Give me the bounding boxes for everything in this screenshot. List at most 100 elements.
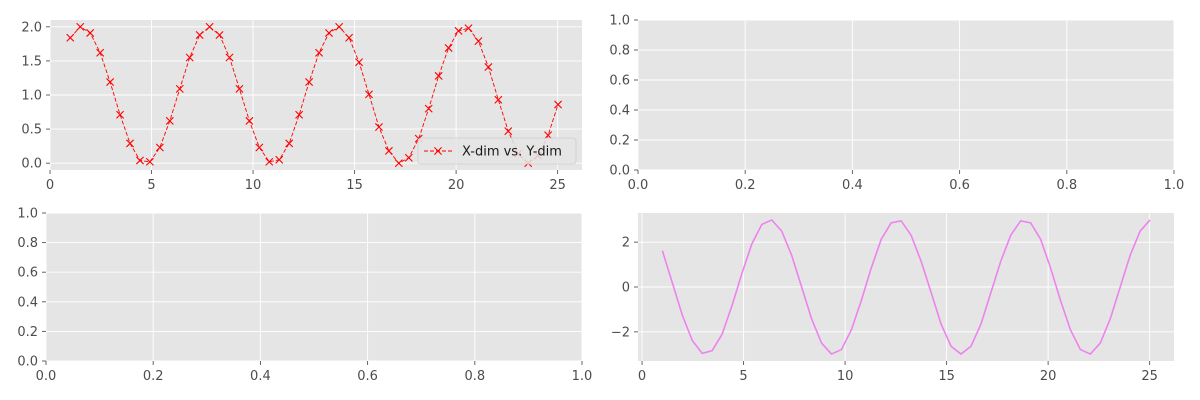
data-point-marker (315, 48, 324, 57)
x-tick-label: 0.4 (250, 369, 271, 384)
data-point-marker (116, 110, 125, 119)
series-1 (661, 218, 1151, 356)
data-point-marker (464, 24, 473, 33)
x-tick-label: 0 (46, 178, 54, 193)
data-point-marker (504, 127, 513, 136)
x-tick-label: 1.0 (1164, 178, 1185, 193)
data-point-marker (345, 33, 354, 42)
data-point-marker (384, 146, 393, 155)
plot-area (46, 213, 582, 361)
subplot-bottom-left: 0.0 0.2 0.4 0.6 0.8 1.0 0.0 0.2 0.4 0.6 0.8 1.0 (17, 207, 592, 385)
data-point-marker (76, 22, 85, 31)
data-point-marker (454, 26, 463, 35)
y-tick-label: 0.2 (17, 325, 38, 340)
subplot-top-right: 0.0 0.2 0.4 0.6 0.8 1.0 0.0 0.2 0.4 0.6 0.8 1.0 (609, 14, 1184, 194)
data-point-marker (255, 143, 264, 152)
data-point-marker (135, 156, 144, 165)
y-tick-label: 0.0 (17, 355, 38, 370)
x-tick-label: 0.6 (949, 178, 970, 193)
legend-box (417, 137, 577, 165)
data-point-marker (295, 110, 304, 119)
data-point-marker (66, 33, 75, 42)
data-point-marker (434, 71, 443, 80)
x-tick-label: 15 (346, 178, 363, 193)
data-point-marker (215, 31, 224, 39)
data-point-marker (155, 143, 164, 152)
y-tick-label: 0.0 (21, 157, 42, 172)
data-point-marker (96, 48, 105, 57)
x-tick-label: 0.6 (357, 369, 378, 384)
y-tick-label: 0.5 (21, 123, 42, 138)
subplot-bottom-right: 0 5 10 15 20 25 −2 0 2 (611, 213, 1174, 384)
x-tick-label: 5 (147, 178, 155, 193)
x-tick-label: 0.0 (628, 178, 649, 193)
legend: X-dim vs. Y-dim (417, 137, 577, 165)
data-point-marker (494, 95, 503, 104)
x-tick-label: 0.0 (36, 369, 57, 384)
data-point-marker (145, 157, 154, 166)
y-tick-label: 1.0 (17, 207, 38, 222)
y-tick-label: 0.6 (609, 74, 630, 89)
y-tick-label: 0.4 (609, 104, 630, 119)
y-tick-label: 0.6 (17, 266, 38, 281)
x-tick-label: 0.8 (464, 369, 485, 384)
x-tick-label: 10 (837, 369, 854, 384)
data-point-marker (444, 43, 453, 52)
x-tick-label: 10 (245, 178, 262, 193)
x-tick-label: 0 (638, 369, 646, 384)
data-point-marker (106, 78, 115, 87)
y-tick-label: 2.0 (21, 20, 42, 35)
data-point-marker (205, 22, 214, 31)
data-point-marker (165, 116, 174, 125)
data-point-marker (355, 58, 364, 67)
data-point-marker (484, 63, 493, 72)
x-tick-label: 25 (549, 178, 566, 193)
y-tick-label: 0.0 (609, 164, 630, 179)
plot-area (638, 20, 1174, 170)
data-point-marker (275, 155, 284, 164)
legend-marker-sample (434, 147, 442, 155)
data-point-marker (195, 31, 204, 39)
x-tick-label: 15 (938, 369, 955, 384)
data-point-marker (404, 153, 413, 162)
x-tick-label: 0.8 (1056, 178, 1077, 193)
x-tick-label: 5 (739, 369, 747, 384)
data-point-marker (305, 78, 314, 87)
data-point-marker (285, 139, 294, 148)
data-point-marker (474, 37, 483, 46)
x-tick-label: 0.2 (735, 178, 756, 193)
y-tick-label: 1.0 (21, 89, 42, 104)
y-tick-label: 1.0 (609, 14, 630, 29)
y-tick-label: 0 (622, 281, 630, 296)
y-tick-label: 0.4 (17, 295, 38, 310)
x-tick-label: 20 (1040, 369, 1057, 384)
data-point-marker (235, 84, 244, 93)
y-tick-label: −2 (611, 325, 630, 340)
data-point-marker (424, 104, 433, 113)
x-tick-label: 0.4 (842, 178, 863, 193)
data-point-marker (225, 53, 234, 62)
data-point-marker (126, 139, 134, 148)
y-tick-label: 0.8 (609, 44, 630, 59)
data-point-marker (325, 28, 333, 37)
y-tick-label: 0.2 (609, 134, 630, 149)
data-point-marker (554, 100, 563, 109)
y-tick-label: 2 (622, 236, 630, 251)
x-tick-label: 0.2 (143, 369, 164, 384)
x-tick-label: 1.0 (572, 369, 593, 384)
series-line (661, 218, 1151, 356)
data-point-marker (265, 157, 274, 166)
x-tick-label: 20 (448, 178, 465, 193)
data-point-marker (245, 116, 254, 125)
legend-label: X-dim vs. Y-dim (462, 145, 562, 160)
subplot-top-left: 0 5 10 15 20 25 0.0 0.5 1.0 1.5 2.0 X-dim vs. Y-dim (21, 20, 582, 193)
x-tick-label: 25 (1141, 369, 1158, 384)
data-point-marker (86, 28, 95, 37)
y-tick-label: 1.5 (21, 54, 42, 69)
data-point-marker (185, 53, 194, 62)
y-tick-label: 0.8 (17, 236, 38, 251)
data-point-marker (335, 22, 344, 31)
data-point-marker (365, 90, 373, 99)
data-point-marker (374, 123, 383, 132)
